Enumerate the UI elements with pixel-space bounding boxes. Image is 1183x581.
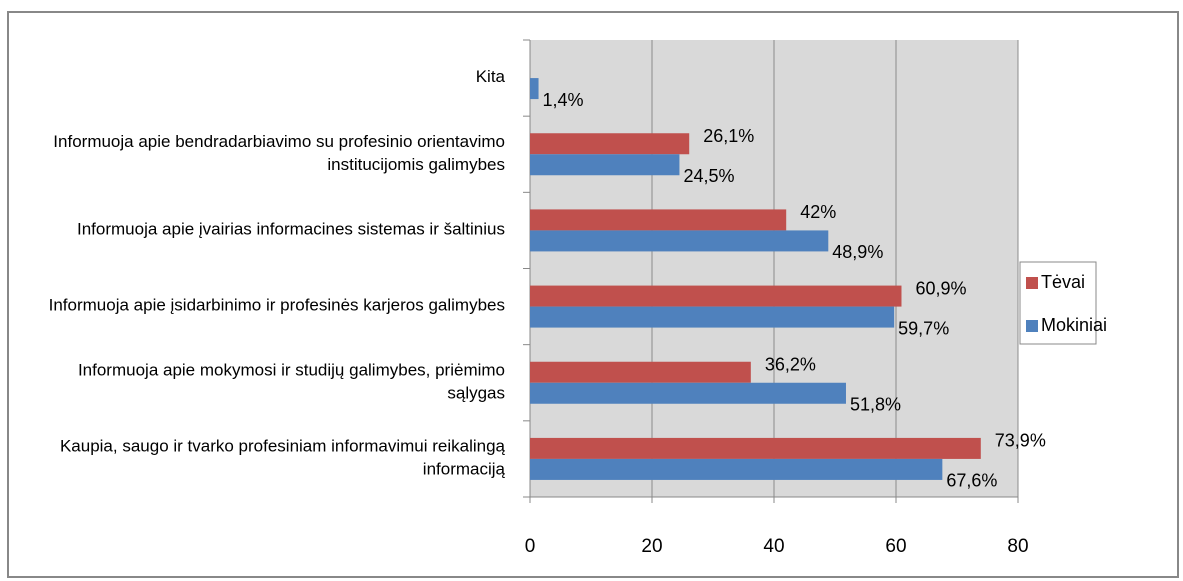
legend-swatch	[1026, 277, 1038, 289]
y-tick-label: Informuoja apie bendradarbiavimo su prof…	[53, 132, 505, 174]
bar	[530, 361, 751, 383]
x-tick-label: 0	[525, 536, 536, 557]
y-tick-label: Kaupia, saugo ir tvarko profesiniam info…	[60, 437, 506, 479]
x-tick-label: 80	[1007, 536, 1028, 557]
bar	[530, 133, 690, 155]
value-label: 36,2%	[765, 355, 816, 375]
value-label: 73,9%	[995, 431, 1046, 451]
bar	[530, 458, 943, 480]
bar	[530, 306, 895, 328]
legend-swatch	[1026, 320, 1038, 332]
x-tick-label: 40	[763, 536, 784, 557]
legend-label: Mokiniai	[1041, 315, 1107, 335]
bar	[530, 437, 981, 459]
legend-label: Tėvai	[1041, 272, 1085, 292]
y-tick-label: Kita	[476, 68, 506, 87]
y-tick-label: Informuoja apie mokymosi ir studijų gali…	[78, 361, 505, 403]
value-label: 24,5%	[683, 166, 734, 186]
y-tick-label: Informuoja apie įsidarbinimo ir profesin…	[49, 296, 505, 315]
value-label: 42%	[800, 202, 836, 222]
bar	[530, 154, 680, 176]
value-label: 48,9%	[832, 242, 883, 262]
value-label: 1,4%	[543, 90, 584, 110]
x-tick-label: 20	[641, 536, 662, 557]
bar	[530, 382, 846, 404]
value-label: 67,6%	[946, 471, 997, 491]
y-tick-label: Informuoja apie įvairias informacines si…	[77, 220, 505, 239]
value-label: 51,8%	[850, 395, 901, 415]
bar	[530, 285, 902, 307]
bar	[530, 209, 787, 231]
bar	[530, 230, 829, 252]
value-label: 26,1%	[703, 126, 754, 146]
value-label: 59,7%	[898, 318, 949, 338]
value-label: 60,9%	[915, 278, 966, 298]
x-tick-label: 60	[885, 536, 906, 557]
bar	[530, 78, 539, 100]
